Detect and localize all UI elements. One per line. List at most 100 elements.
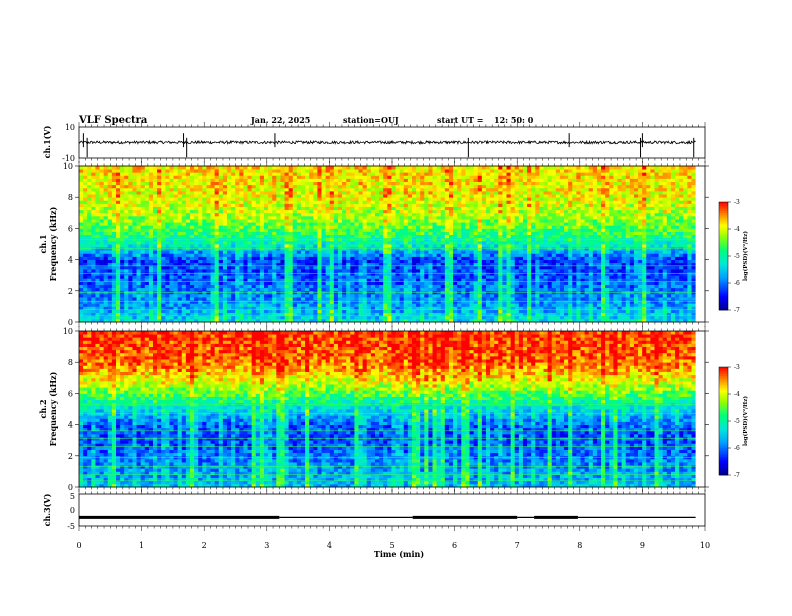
spectrogram-cell xyxy=(280,285,285,289)
spectrogram-cell xyxy=(301,200,306,204)
spectrogram-cell xyxy=(313,241,318,245)
spectrogram-cell xyxy=(243,222,248,226)
spectrogram-cell xyxy=(408,216,413,220)
spectrogram-cell xyxy=(437,213,442,217)
spectrogram-cell xyxy=(412,260,417,264)
spectrogram-cell xyxy=(132,281,137,285)
spectrogram-cell xyxy=(387,253,392,257)
spectrogram-cell xyxy=(79,225,84,229)
spectrogram-cell xyxy=(268,303,273,307)
spectrogram-cell xyxy=(346,269,351,273)
spectrogram-cell xyxy=(198,281,203,285)
spectrogram-cell xyxy=(272,281,277,285)
spectrogram-cell xyxy=(408,269,413,273)
spectrogram-cell xyxy=(305,281,310,285)
spectrogram-cell xyxy=(445,228,450,232)
spectrogram-cell xyxy=(424,256,429,260)
spectrogram-cell xyxy=(428,172,433,176)
spectrogram-cell xyxy=(404,222,409,226)
spectrogram-cell xyxy=(227,303,232,307)
spectrogram-cell xyxy=(190,253,195,257)
spectrogram-cell xyxy=(453,294,458,298)
spectrogram-cell xyxy=(190,260,195,264)
spectrogram-cell xyxy=(145,194,150,198)
spectrogram-cell xyxy=(391,244,396,248)
spectrogram-cell xyxy=(354,225,359,229)
spectrogram-cell xyxy=(268,178,273,182)
spectrogram-cell xyxy=(457,253,462,257)
spectrogram-cell xyxy=(367,213,372,217)
spectrogram-cell xyxy=(346,260,351,264)
spectrogram-cell xyxy=(149,222,154,226)
spectrogram-cell xyxy=(379,185,384,189)
spectrogram-cell xyxy=(108,228,113,232)
spectrogram-cell xyxy=(219,275,224,279)
spectrogram-cell xyxy=(396,250,401,254)
spectrogram-cell xyxy=(375,253,380,257)
spectrogram-cell xyxy=(95,316,100,320)
spectrogram-cell xyxy=(186,228,191,232)
spectrogram-cell xyxy=(375,185,380,189)
spectrogram-cell xyxy=(182,169,187,173)
spectrogram-cell xyxy=(169,197,174,201)
spectrogram-cell xyxy=(256,228,261,232)
spectrogram-cell xyxy=(174,269,179,273)
spectrogram-cell xyxy=(95,310,100,314)
spectrogram-cell xyxy=(260,294,265,298)
spectrogram-cell xyxy=(182,219,187,223)
spectrogram-cell xyxy=(383,216,388,220)
spectrogram-cell xyxy=(433,182,438,186)
spectrogram-cell xyxy=(301,244,306,248)
spectrogram-cell xyxy=(305,197,310,201)
spectrogram-cell xyxy=(178,241,183,245)
spectrogram-cell xyxy=(153,232,158,236)
spectrogram-cell xyxy=(239,210,244,214)
spectrogram-cell xyxy=(437,172,442,176)
spectrogram-cell xyxy=(449,191,454,195)
spectrogram-cell xyxy=(145,266,150,270)
station-label: station=OUJ xyxy=(343,115,399,125)
spectrogram-cell xyxy=(276,256,281,260)
spectrogram-cell xyxy=(120,244,125,248)
spectrogram-cell xyxy=(461,188,466,192)
spectrogram-cell xyxy=(124,294,129,298)
spectrogram-cell xyxy=(137,310,142,314)
spectrogram-cell xyxy=(128,275,133,279)
spectrogram-cell xyxy=(149,294,154,298)
spectrogram-cell xyxy=(412,266,417,270)
spectrogram-cell xyxy=(239,200,244,204)
spectrogram-cell xyxy=(461,269,466,273)
spectrogram-cell xyxy=(190,294,195,298)
spectrogram-cell xyxy=(79,294,84,298)
spectrogram-cell xyxy=(416,216,421,220)
spectrogram-cell xyxy=(371,310,376,314)
spectrogram-cell xyxy=(289,228,294,232)
spectrogram-cell xyxy=(375,241,380,245)
spectrogram-cell xyxy=(215,216,220,220)
spectrogram-cell xyxy=(132,310,137,314)
spectrogram-cell xyxy=(235,200,240,204)
start-time-value: 12: 50: 0 xyxy=(494,115,534,125)
spectrogram-cell xyxy=(186,191,191,195)
spectrogram-cell xyxy=(83,281,88,285)
spectrogram-cell xyxy=(165,222,170,226)
spectrogram-cell xyxy=(338,310,343,314)
spectrogram-cell xyxy=(396,200,401,204)
spectrogram-cell xyxy=(239,194,244,198)
spectrogram-cell xyxy=(256,197,261,201)
spectrogram-cell xyxy=(79,203,84,207)
spectrogram-cell xyxy=(178,253,183,257)
spectrogram-cell xyxy=(202,294,207,298)
spectrogram-cell xyxy=(137,266,142,270)
spectrogram-cell xyxy=(359,297,364,301)
spectrogram-cell xyxy=(268,232,273,236)
spectrogram-cell xyxy=(157,241,162,245)
spectrogram-cell xyxy=(396,260,401,264)
spectrogram-cell xyxy=(141,219,146,223)
spectrogram-cell xyxy=(194,297,199,301)
spectrogram-cell xyxy=(301,166,306,170)
spectrogram-cell xyxy=(95,303,100,307)
spectrogram-cell xyxy=(153,288,158,292)
spectrogram-cell xyxy=(157,256,162,260)
spectrogram-cell xyxy=(83,213,88,217)
